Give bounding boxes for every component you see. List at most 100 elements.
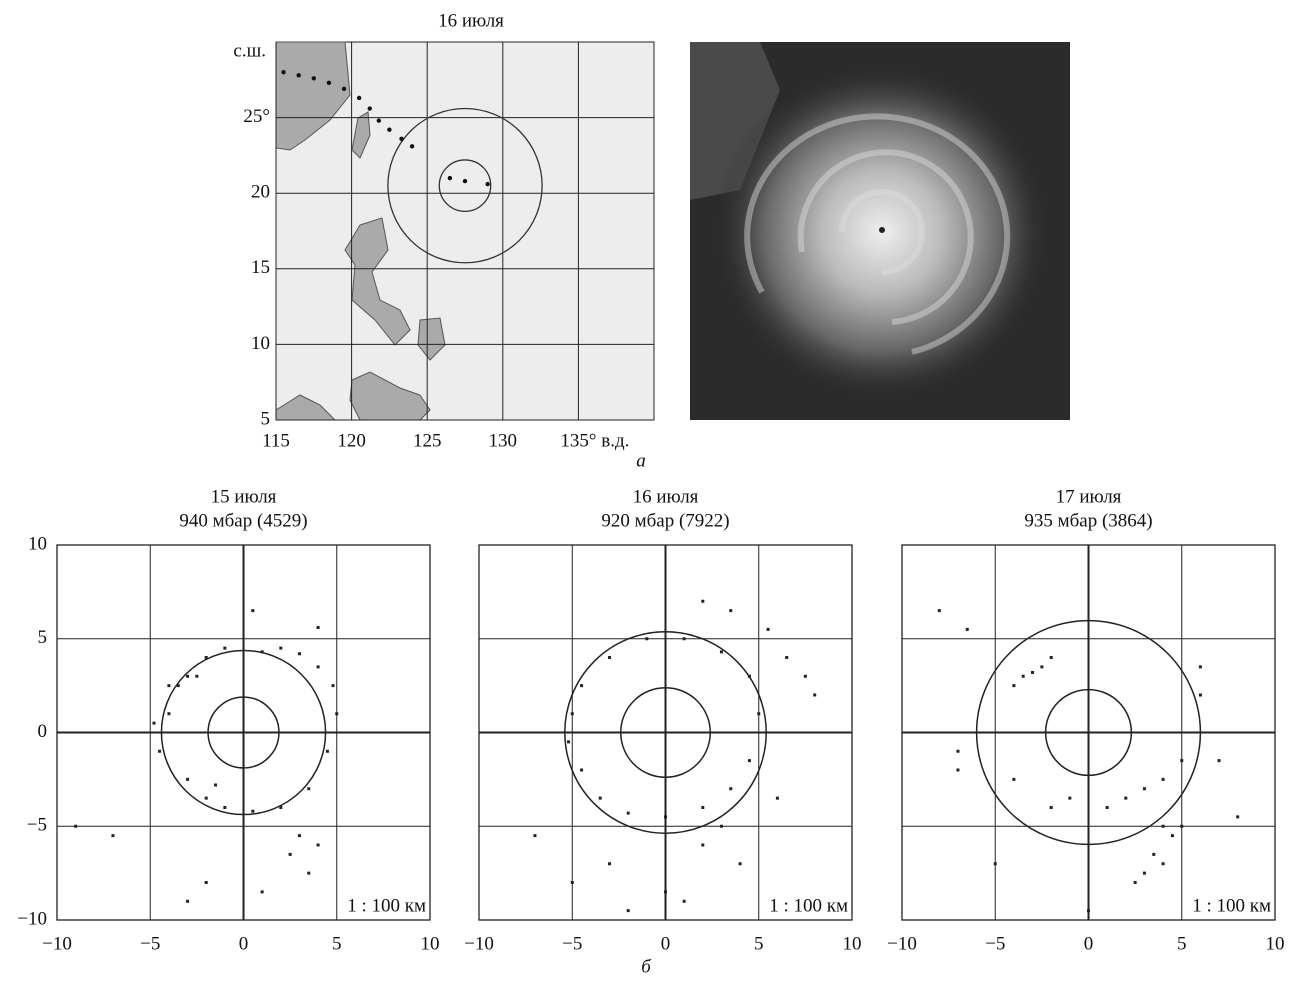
x-tick-label: −5 xyxy=(562,933,582,954)
ring xyxy=(619,686,712,779)
point xyxy=(204,656,208,659)
point xyxy=(307,871,311,875)
point xyxy=(1133,881,1137,884)
scale-annotation: 1 : 100 км xyxy=(347,895,426,916)
y-tick-label: 25° xyxy=(243,106,270,127)
x-tick-label: 115 xyxy=(262,430,290,451)
point xyxy=(1217,759,1221,763)
point xyxy=(738,862,742,866)
x-tick-label: −10 xyxy=(464,933,494,954)
point xyxy=(803,674,807,678)
point xyxy=(1161,824,1165,828)
x-tick-label: −5 xyxy=(985,933,1005,954)
point xyxy=(570,712,574,716)
track-point xyxy=(409,144,415,149)
track-point xyxy=(281,70,286,75)
point xyxy=(937,609,941,613)
point xyxy=(74,824,78,828)
ring xyxy=(1044,688,1133,777)
point xyxy=(664,890,667,894)
x-tick-label: 125 xyxy=(413,430,442,451)
point xyxy=(1180,759,1184,763)
point xyxy=(204,796,208,800)
y-tick-label: 10 xyxy=(28,533,47,554)
point xyxy=(570,881,574,884)
point xyxy=(316,626,320,629)
scale-annotation: 1 : 100 км xyxy=(769,895,848,916)
point xyxy=(747,674,751,678)
track-point xyxy=(485,181,490,187)
caption: а xyxy=(636,450,646,471)
point xyxy=(1049,806,1053,809)
point xyxy=(608,656,612,659)
point xyxy=(223,806,227,809)
point xyxy=(1040,665,1044,669)
panel-subtitle: 920 мбар (7922) xyxy=(601,510,729,531)
annotation-bg xyxy=(1187,894,1273,918)
ring xyxy=(387,107,543,264)
panel-title: 15 июля xyxy=(211,486,277,507)
point xyxy=(1170,834,1174,838)
point xyxy=(335,712,339,716)
point xyxy=(1049,656,1053,659)
track-point xyxy=(356,95,362,101)
x-tick-label: −5 xyxy=(140,933,160,954)
ring xyxy=(207,696,280,769)
track-point xyxy=(447,175,453,181)
point xyxy=(626,909,630,913)
point xyxy=(195,674,199,678)
point xyxy=(965,627,969,631)
point xyxy=(993,862,997,866)
point xyxy=(775,796,779,800)
x-tick-label: 130 xyxy=(489,430,518,451)
point xyxy=(1180,824,1184,828)
point xyxy=(186,674,190,678)
point xyxy=(214,783,218,787)
x-tick-label: 10 xyxy=(421,933,440,954)
point xyxy=(307,787,311,791)
point xyxy=(701,806,705,809)
point xyxy=(1105,806,1109,809)
point xyxy=(158,749,162,753)
ring xyxy=(564,631,767,834)
y-tick-label: −5 xyxy=(27,815,47,836)
point xyxy=(813,693,817,697)
x-tick-label: 135° в.д. xyxy=(560,430,629,451)
point xyxy=(251,809,255,813)
panel-subtitle: 935 мбар (3864) xyxy=(1024,510,1152,531)
point xyxy=(757,712,761,716)
point xyxy=(1012,777,1016,781)
y-tick-label: 20 xyxy=(251,182,270,203)
ring xyxy=(160,649,327,816)
point xyxy=(204,881,208,884)
track-point xyxy=(387,127,392,132)
point xyxy=(1124,796,1128,800)
track-point xyxy=(296,73,301,78)
point xyxy=(1198,665,1202,669)
y-tick-label: 0 xyxy=(38,721,48,742)
panel-subtitle: 940 мбар (4529) xyxy=(179,510,307,531)
y-tick-label: 10 xyxy=(251,333,270,354)
point xyxy=(719,824,723,828)
point xyxy=(956,749,960,753)
track-point xyxy=(376,118,382,123)
point xyxy=(279,646,283,650)
track-point xyxy=(341,86,347,92)
point xyxy=(223,646,227,650)
point xyxy=(626,811,630,815)
y-tick-label: 5 xyxy=(38,627,48,648)
point xyxy=(608,862,612,866)
point xyxy=(956,768,960,772)
point xyxy=(1236,815,1240,819)
point xyxy=(1142,787,1146,791)
point xyxy=(682,637,686,641)
point xyxy=(747,759,751,763)
x-tick-label: −10 xyxy=(42,933,72,954)
point xyxy=(186,777,190,781)
point xyxy=(288,852,292,856)
y-tick-label: −10 xyxy=(17,908,47,929)
ring xyxy=(438,159,492,212)
point xyxy=(580,684,584,688)
point xyxy=(729,609,733,613)
